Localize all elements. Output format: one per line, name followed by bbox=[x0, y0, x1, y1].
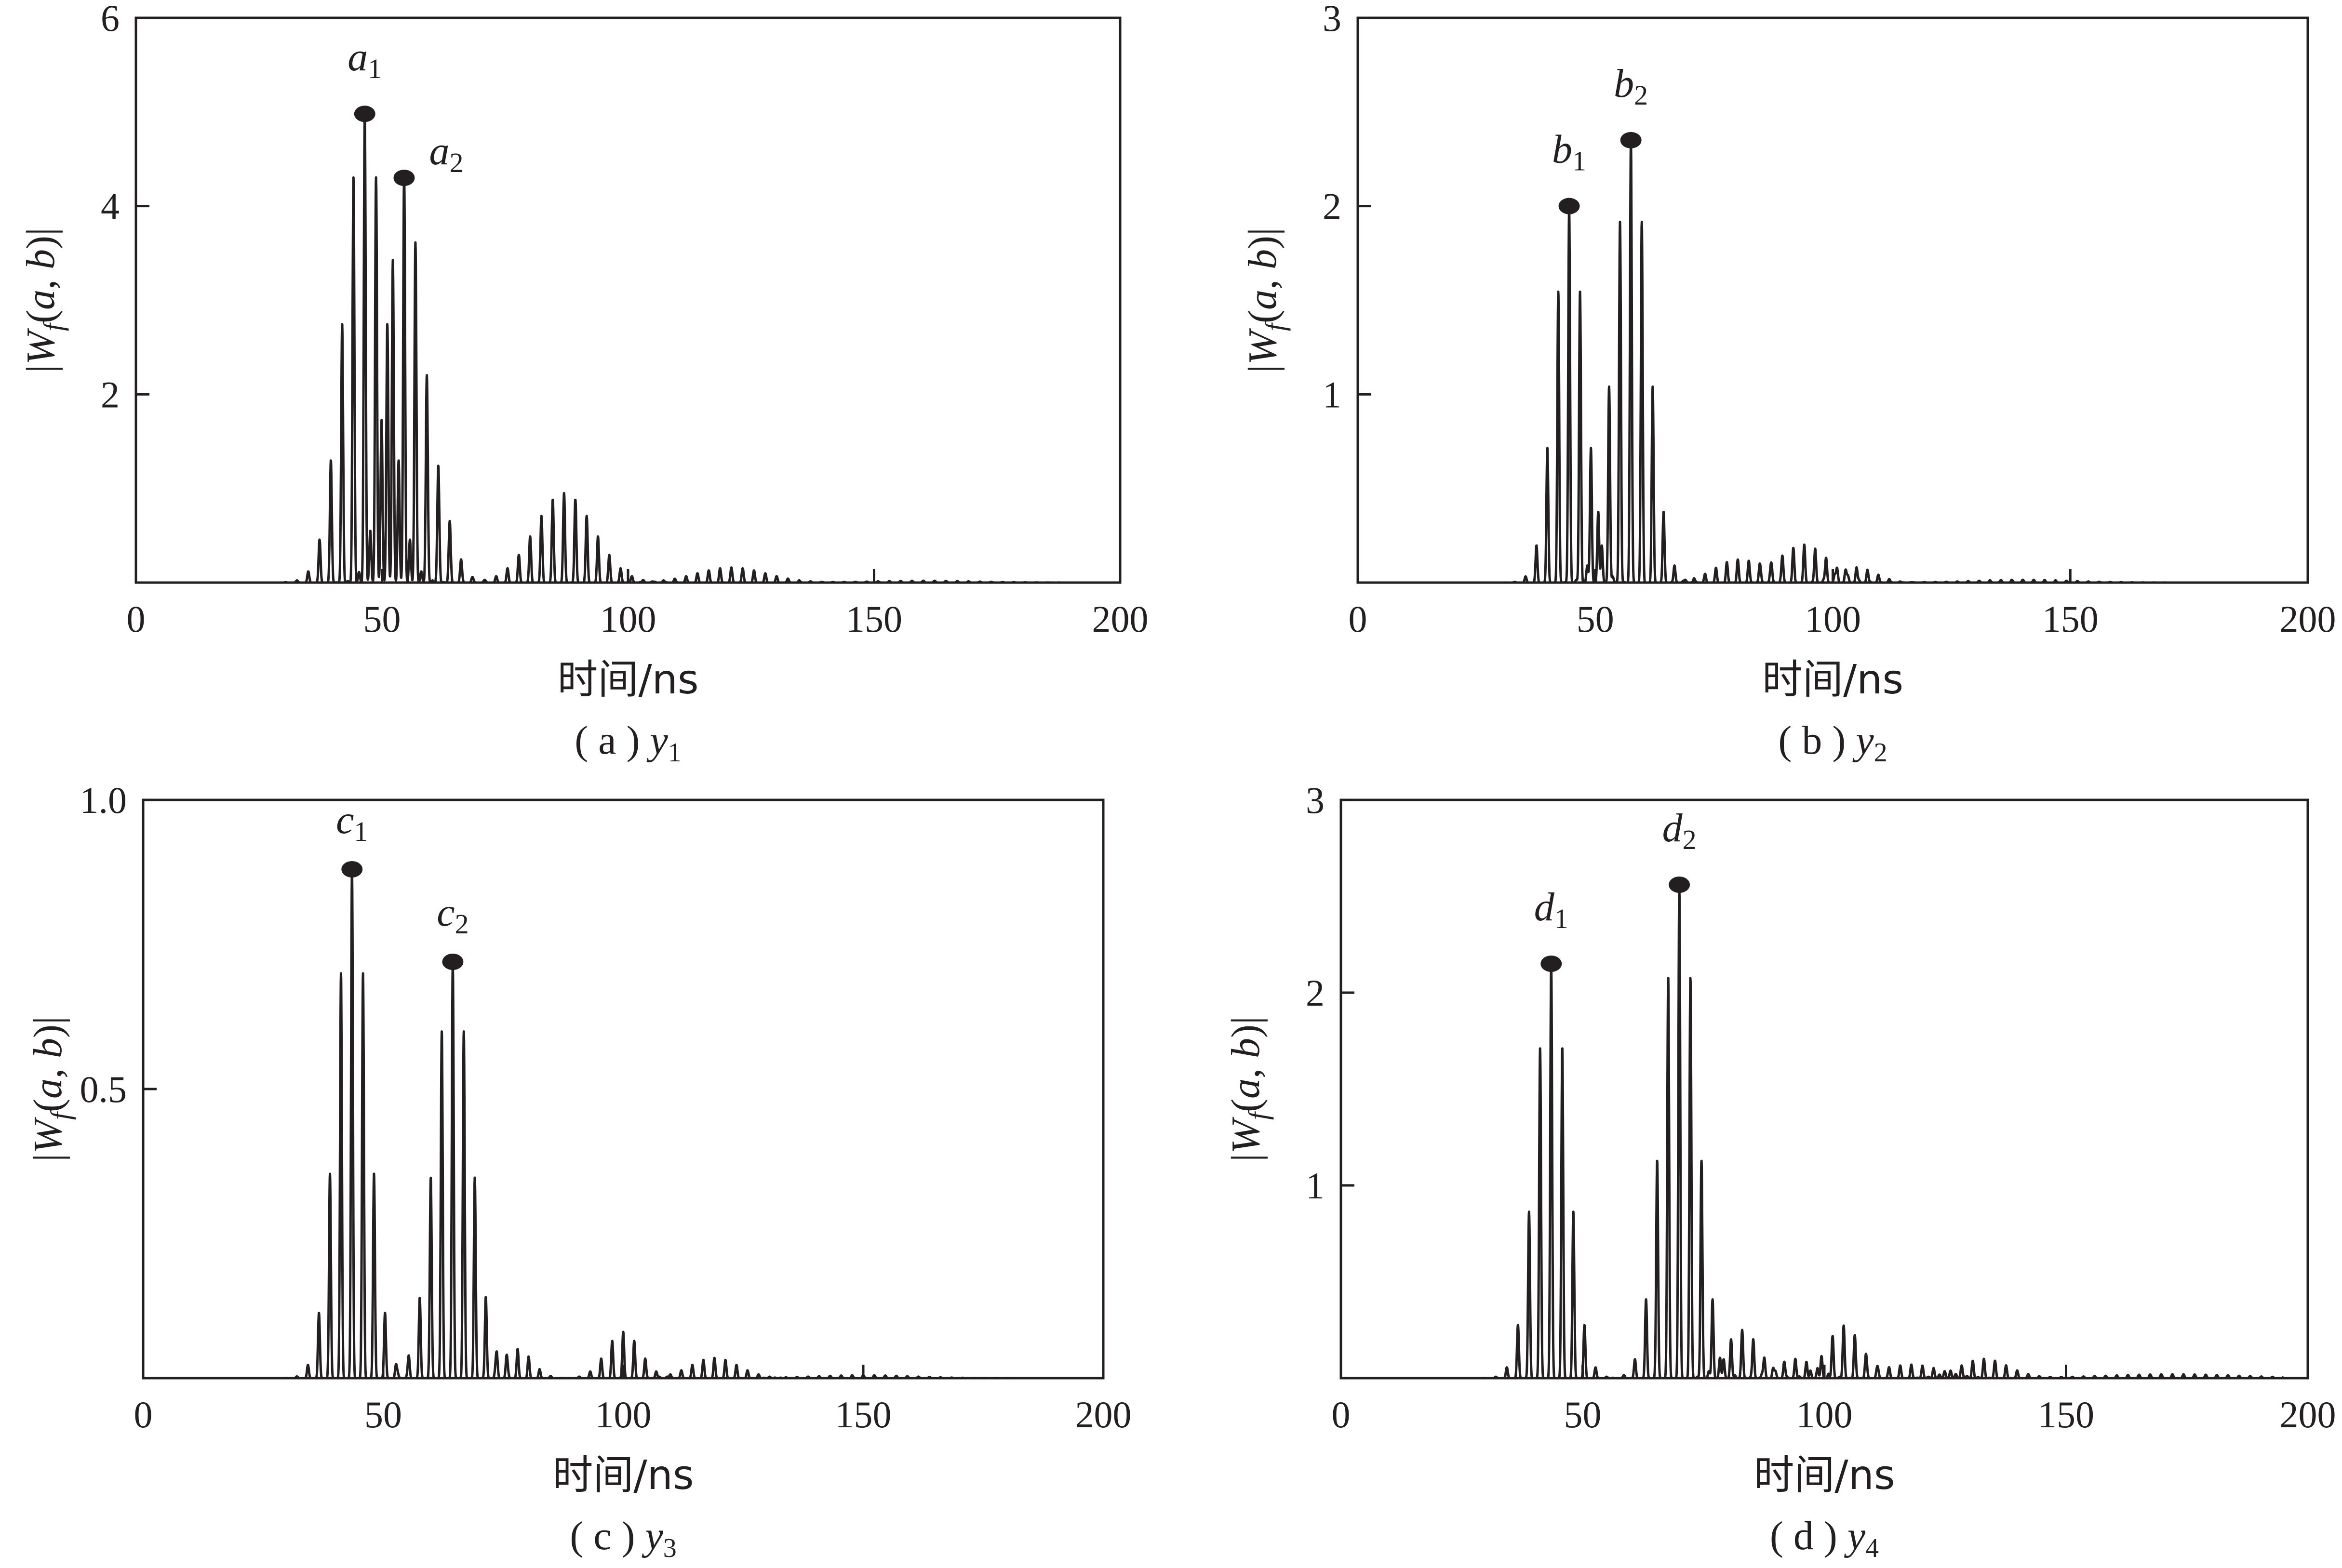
x-tick-label: 200 bbox=[1075, 1394, 1132, 1435]
series-line bbox=[1495, 141, 2285, 584]
x-tick-label: 100 bbox=[600, 598, 656, 640]
x-tick-label: 100 bbox=[595, 1394, 652, 1435]
x-tick-label: 0 bbox=[127, 598, 146, 640]
x-tick-label: 50 bbox=[363, 598, 401, 640]
panel-caption: ( c ) y3 bbox=[570, 1514, 677, 1563]
y-tick-label: 4 bbox=[101, 186, 120, 227]
peak-label: b2 bbox=[1614, 61, 1648, 111]
peak-label: c1 bbox=[336, 797, 368, 847]
x-tick-label: 150 bbox=[835, 1394, 892, 1435]
y-axis-label: |Wf(a, b)| bbox=[1240, 227, 1291, 373]
plot-frame bbox=[142, 798, 1105, 1380]
series-line bbox=[278, 113, 1097, 584]
y-tick-label: 2 bbox=[1306, 972, 1325, 1014]
y-tick-label: 1 bbox=[1323, 373, 1341, 415]
y-tick-label: 2 bbox=[1323, 186, 1341, 227]
panel-caption: ( a ) y1 bbox=[575, 718, 682, 768]
chart-panel-c: 0 50 100 150 200 0.5 1.0 时间/ns |Wf(a, b)| ( c ) y… bbox=[26, 779, 1132, 1563]
x-axis-label: 时间/ns bbox=[1753, 1451, 1895, 1499]
x-tick-label: 0 bbox=[1332, 1394, 1351, 1435]
x-tick-label: 50 bbox=[1564, 1394, 1602, 1435]
x-tick-label: 150 bbox=[2038, 1394, 2094, 1435]
x-tick-label: 0 bbox=[134, 1394, 153, 1435]
peak-marker bbox=[341, 861, 363, 877]
x-tick-label: 200 bbox=[2280, 598, 2336, 640]
y-tick-label: 2 bbox=[101, 373, 120, 415]
x-axis-label: 时间/ns bbox=[1762, 656, 1903, 703]
plot-frame bbox=[1356, 16, 2309, 584]
peak-label: d2 bbox=[1662, 806, 1697, 855]
chart-panel-a: 0 50 100 150 200 2 4 6 时间/ns |Wf(a, b)| ( a ) y1 a1… bbox=[18, 0, 1149, 768]
y-tick-label: 3 bbox=[1306, 779, 1325, 821]
panel-caption: ( b ) y2 bbox=[1778, 718, 1887, 768]
peak-label: a1 bbox=[348, 35, 382, 84]
peak-marker bbox=[1620, 132, 1642, 148]
y-tick-label: 0.5 bbox=[80, 1068, 127, 1110]
x-tick-label: 50 bbox=[1577, 598, 1614, 640]
plot-frame bbox=[134, 16, 1122, 584]
x-tick-label: 150 bbox=[846, 598, 902, 640]
x-tick-label: 200 bbox=[2280, 1394, 2336, 1435]
panel-caption: ( d ) y4 bbox=[1770, 1514, 1879, 1563]
x-tick-label: 150 bbox=[2042, 598, 2099, 640]
x-tick-label: 50 bbox=[364, 1394, 402, 1435]
y-tick-label: 6 bbox=[101, 0, 120, 39]
chart-panel-b: 0 50 100 150 200 1 2 3 时间/ns |Wf(a, b)| ( b ) y2 b1… bbox=[1240, 0, 2336, 768]
peak-label: b1 bbox=[1552, 127, 1586, 177]
series-line bbox=[281, 871, 1081, 1380]
x-axis-label: 时间/ns bbox=[552, 1451, 694, 1499]
peak-label: d1 bbox=[1534, 885, 1568, 934]
y-tick-label: 1.0 bbox=[80, 779, 127, 821]
chart-panel-d: 0 50 100 150 200 1 2 3 时间/ns |Wf(a, b)| ( d ) y4 d1… bbox=[1223, 779, 2336, 1563]
peak-marker bbox=[1558, 198, 1580, 214]
plot-frame bbox=[1339, 798, 2309, 1380]
y-axis-label: |Wf(a, b)| bbox=[26, 1016, 76, 1162]
x-axis-label: 时间/ns bbox=[557, 656, 698, 703]
peak-marker bbox=[354, 106, 375, 122]
peak-marker bbox=[1540, 956, 1562, 972]
peak-label: a2 bbox=[429, 129, 463, 178]
y-axis-label: |Wf(a, b)| bbox=[1223, 1016, 1274, 1162]
y-tick-label: 3 bbox=[1323, 0, 1341, 39]
peak-marker bbox=[393, 170, 415, 186]
peak-label: c2 bbox=[437, 890, 468, 940]
series-line bbox=[1480, 885, 2285, 1380]
y-tick-label: 1 bbox=[1306, 1165, 1325, 1207]
x-tick-label: 100 bbox=[1796, 1394, 1853, 1435]
y-axis-label: |Wf(a, b)| bbox=[18, 227, 69, 373]
peak-marker bbox=[442, 954, 464, 970]
peak-marker bbox=[1669, 877, 1690, 893]
x-tick-label: 0 bbox=[1349, 598, 1367, 640]
x-tick-label: 200 bbox=[1092, 598, 1149, 640]
x-tick-label: 100 bbox=[1805, 598, 1861, 640]
